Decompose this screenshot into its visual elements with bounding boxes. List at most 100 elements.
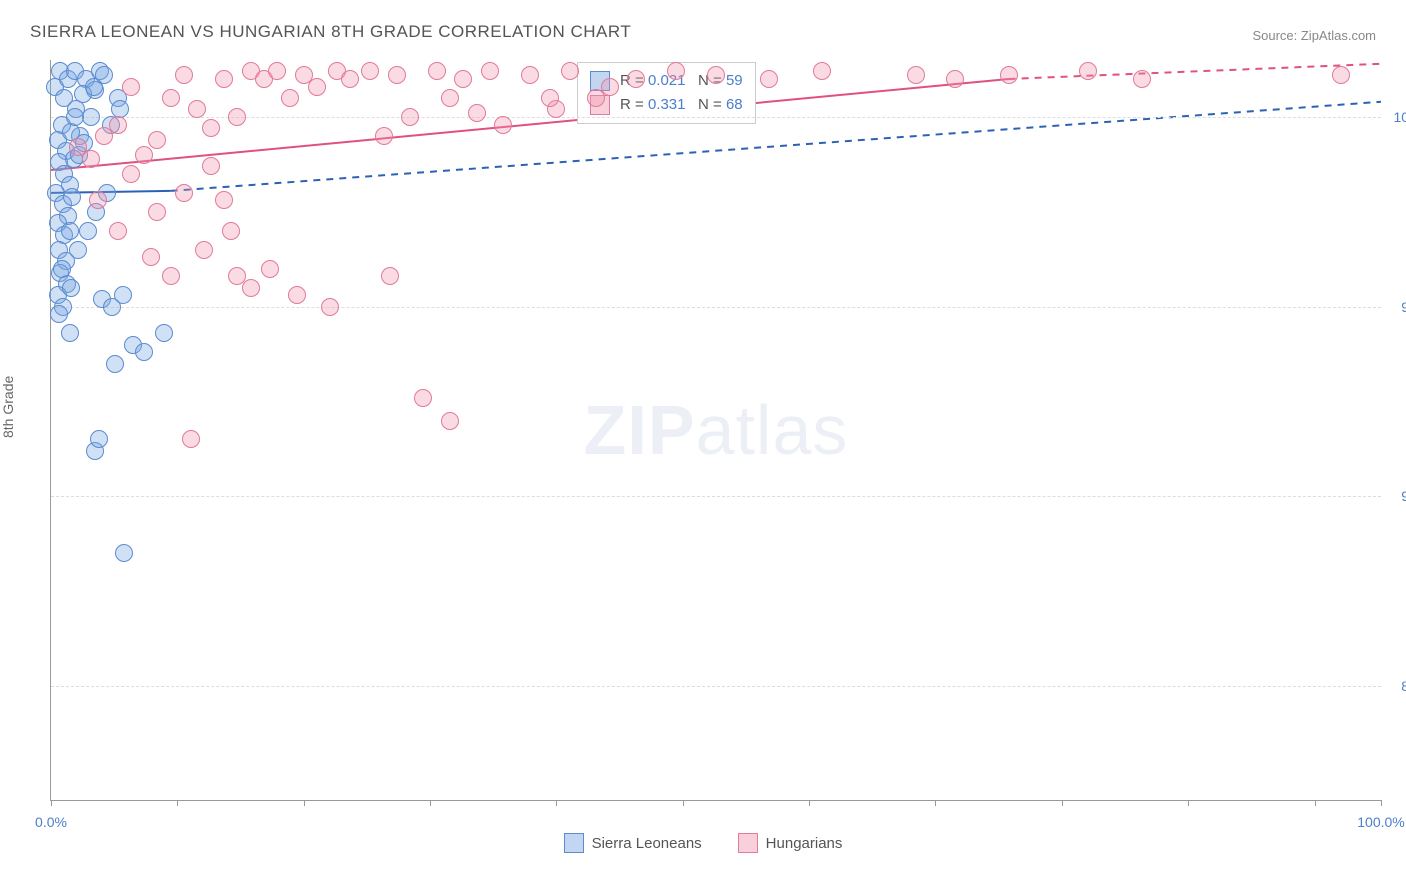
scatter-point-hungarians <box>468 104 486 122</box>
scatter-point-hungarians <box>222 222 240 240</box>
x-tick-label: 100.0% <box>1357 814 1404 830</box>
x-tick <box>304 800 305 806</box>
x-tick <box>1188 800 1189 806</box>
scatter-point-hungarians <box>162 89 180 107</box>
legend-item-sierra_leoneans: Sierra Leoneans <box>564 833 702 853</box>
scatter-point-hungarians <box>175 184 193 202</box>
scatter-point-hungarians <box>109 222 127 240</box>
series-legend: Sierra Leoneans Hungarians <box>0 833 1406 857</box>
scatter-point-sierra_leoneans <box>61 324 79 342</box>
legend-label: Hungarians <box>766 835 843 852</box>
scatter-point-hungarians <box>521 66 539 84</box>
source-attribution: Source: ZipAtlas.com <box>1252 28 1376 43</box>
scatter-point-hungarians <box>481 62 499 80</box>
scatter-point-hungarians <box>760 70 778 88</box>
watermark-bold: ZIP <box>584 391 696 469</box>
scatter-point-hungarians <box>946 70 964 88</box>
scatter-point-hungarians <box>441 412 459 430</box>
chart-container: SIERRA LEONEAN VS HUNGARIAN 8TH GRADE CO… <box>0 0 1406 892</box>
y-tick-label: 95.0% <box>1386 299 1406 315</box>
scatter-point-sierra_leoneans <box>90 430 108 448</box>
scatter-point-hungarians <box>907 66 925 84</box>
scatter-point-sierra_leoneans <box>63 188 81 206</box>
x-tick <box>51 800 52 806</box>
stats-text: R = 0.331 N = 68 <box>620 93 743 117</box>
scatter-point-sierra_leoneans <box>62 279 80 297</box>
scatter-point-hungarians <box>89 191 107 209</box>
y-axis-label: 8th Grade <box>0 376 16 438</box>
scatter-point-hungarians <box>195 241 213 259</box>
gridline <box>51 117 1381 118</box>
scatter-point-hungarians <box>109 116 127 134</box>
legend-swatch <box>738 833 758 853</box>
scatter-point-sierra_leoneans <box>103 298 121 316</box>
scatter-point-hungarians <box>1133 70 1151 88</box>
scatter-point-sierra_leoneans <box>66 108 84 126</box>
scatter-point-hungarians <box>162 267 180 285</box>
x-tick <box>1381 800 1382 806</box>
gridline <box>51 496 1381 497</box>
scatter-point-hungarians <box>175 66 193 84</box>
scatter-point-hungarians <box>1079 62 1097 80</box>
scatter-point-hungarians <box>202 157 220 175</box>
scatter-point-hungarians <box>381 267 399 285</box>
scatter-point-hungarians <box>454 70 472 88</box>
trend-line-dashed-sierra_leoneans <box>171 102 1381 191</box>
scatter-point-hungarians <box>281 89 299 107</box>
scatter-point-hungarians <box>288 286 306 304</box>
scatter-point-hungarians <box>541 89 559 107</box>
stats-row-hungarians: R = 0.331 N = 68 <box>590 93 743 117</box>
scatter-point-hungarians <box>414 389 432 407</box>
watermark: ZIPatlas <box>584 390 849 470</box>
scatter-point-hungarians <box>215 191 233 209</box>
scatter-point-hungarians <box>228 267 246 285</box>
x-tick <box>683 800 684 806</box>
scatter-point-hungarians <box>261 260 279 278</box>
scatter-point-sierra_leoneans <box>95 66 113 84</box>
scatter-point-hungarians <box>428 62 446 80</box>
legend-item-hungarians: Hungarians <box>738 833 843 853</box>
legend-label: Sierra Leoneans <box>592 835 702 852</box>
scatter-point-hungarians <box>268 62 286 80</box>
scatter-point-sierra_leoneans <box>61 222 79 240</box>
scatter-point-sierra_leoneans <box>53 260 71 278</box>
scatter-point-hungarians <box>142 248 160 266</box>
scatter-point-hungarians <box>494 116 512 134</box>
scatter-point-hungarians <box>388 66 406 84</box>
scatter-point-hungarians <box>148 203 166 221</box>
scatter-point-hungarians <box>341 70 359 88</box>
scatter-point-sierra_leoneans <box>155 324 173 342</box>
scatter-point-hungarians <box>148 131 166 149</box>
x-tick <box>430 800 431 806</box>
x-tick <box>809 800 810 806</box>
x-tick-label: 0.0% <box>35 814 67 830</box>
scatter-point-hungarians <box>1332 66 1350 84</box>
scatter-point-sierra_leoneans <box>69 241 87 259</box>
scatter-point-hungarians <box>202 119 220 137</box>
trend-lines-layer <box>51 60 1381 800</box>
watermark-light: atlas <box>696 391 849 469</box>
scatter-point-hungarians <box>228 108 246 126</box>
scatter-point-hungarians <box>188 100 206 118</box>
scatter-point-hungarians <box>601 78 619 96</box>
x-tick <box>1315 800 1316 806</box>
scatter-point-hungarians <box>361 62 379 80</box>
x-tick <box>1062 800 1063 806</box>
scatter-point-sierra_leoneans <box>135 343 153 361</box>
scatter-point-hungarians <box>707 66 725 84</box>
scatter-point-hungarians <box>122 78 140 96</box>
gridline <box>51 686 1381 687</box>
scatter-point-hungarians <box>182 430 200 448</box>
scatter-point-sierra_leoneans <box>79 222 97 240</box>
scatter-point-hungarians <box>667 62 685 80</box>
scatter-point-hungarians <box>321 298 339 316</box>
gridline <box>51 307 1381 308</box>
scatter-point-sierra_leoneans <box>106 355 124 373</box>
y-tick-label: 85.0% <box>1386 678 1406 694</box>
plot-area: ZIPatlas R = 0.021 N = 59R = 0.331 N = 6… <box>50 60 1381 801</box>
y-tick-label: 90.0% <box>1386 488 1406 504</box>
scatter-point-hungarians <box>627 70 645 88</box>
x-tick <box>935 800 936 806</box>
y-tick-label: 100.0% <box>1386 109 1406 125</box>
scatter-point-hungarians <box>441 89 459 107</box>
